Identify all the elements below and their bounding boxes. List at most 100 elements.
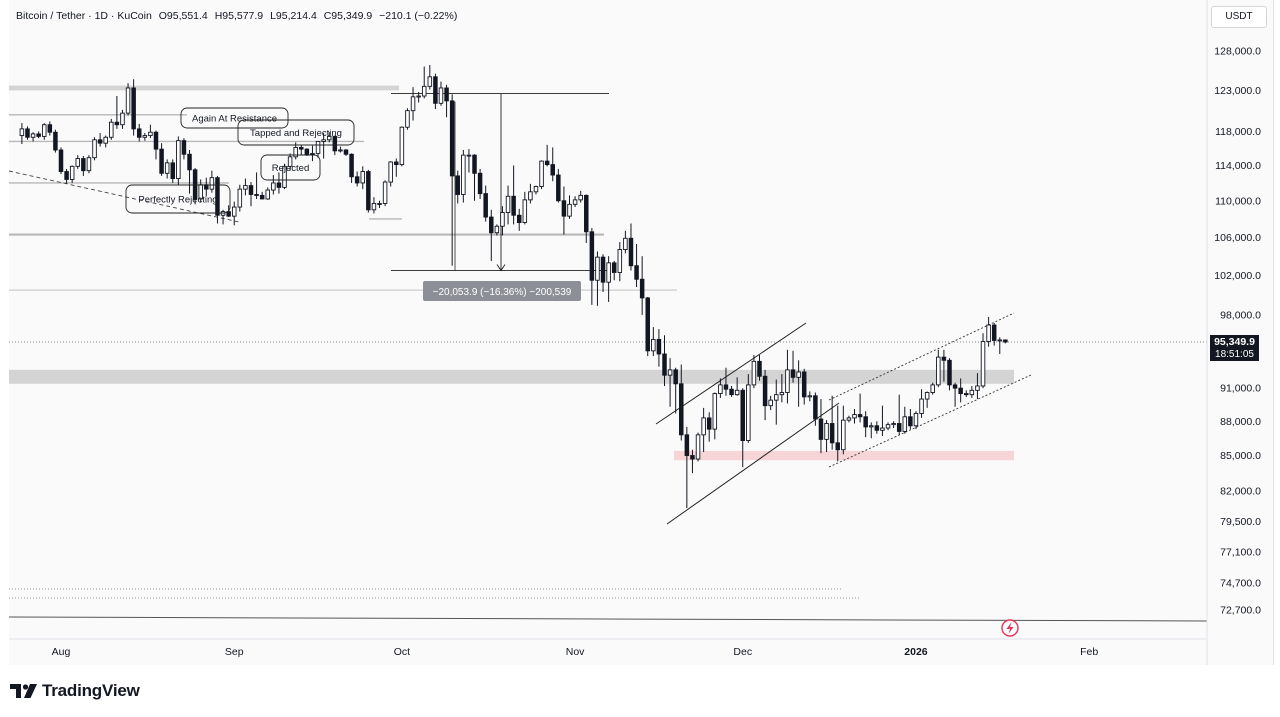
candle[interactable] [377,200,382,208]
candle[interactable] [30,132,36,142]
candle[interactable] [718,378,723,398]
candle[interactable] [41,123,47,140]
candle[interactable] [673,367,678,414]
candle[interactable] [176,136,181,185]
candle[interactable] [114,96,120,129]
candle[interactable] [667,358,673,407]
candle[interactable] [880,405,885,436]
candle[interactable] [975,373,980,400]
candle[interactable] [695,432,701,462]
candle[interactable] [97,133,103,147]
candle[interactable] [282,163,287,190]
candle[interactable] [595,251,600,306]
candle[interactable] [706,412,712,442]
candle[interactable] [947,358,952,391]
candle[interactable] [109,118,114,140]
candle[interactable] [192,168,198,205]
candle[interactable] [276,172,282,194]
candle[interactable] [779,374,785,403]
candle[interactable] [349,153,354,183]
candle[interactable] [131,79,136,136]
candle[interactable] [813,392,818,426]
candle[interactable] [371,197,377,214]
annotation-callout[interactable]: Rejected [260,154,321,181]
measure-label[interactable]: −20,053.9 (−16.36%) −200,539 [423,281,581,301]
candle[interactable] [936,349,941,388]
candle[interactable] [891,421,896,429]
candle[interactable] [757,355,762,381]
zone-gray[interactable] [9,85,399,91]
candle[interactable] [885,422,891,431]
candle[interactable] [75,155,81,169]
candle[interactable] [360,166,366,190]
candle[interactable] [623,230,628,254]
zone-pink[interactable] [674,450,1014,461]
candle[interactable] [639,256,645,315]
candle[interactable] [142,133,148,141]
candle[interactable] [516,208,522,231]
candle[interactable] [522,191,528,225]
candle[interactable] [924,391,930,408]
candle[interactable] [746,374,751,443]
candle[interactable] [801,368,807,405]
candle[interactable] [572,196,578,208]
candle[interactable] [841,405,846,455]
candle[interactable] [662,335,667,386]
candle[interactable] [790,350,796,383]
candle[interactable] [382,180,388,207]
candle[interactable] [589,228,595,305]
candle[interactable] [58,147,64,175]
candle[interactable] [896,394,902,435]
candle[interactable] [634,243,639,288]
candle[interactable] [578,190,583,203]
candle[interactable] [187,149,192,194]
candle[interactable] [254,172,259,199]
candle[interactable] [723,367,729,396]
candle[interactable] [913,411,919,430]
candle[interactable] [740,388,745,468]
candle[interactable] [729,385,734,397]
candle[interactable] [125,83,131,116]
candle[interactable] [354,171,360,187]
candle[interactable] [919,389,924,418]
candle[interactable] [952,382,958,407]
candle[interactable] [159,143,164,176]
candle[interactable] [869,422,874,439]
candle[interactable] [986,316,991,347]
candle[interactable] [550,147,555,182]
candle[interactable] [969,385,975,398]
candle[interactable] [47,121,53,136]
candle[interactable] [762,369,768,421]
candle[interactable] [438,81,444,106]
candle[interactable] [991,323,997,346]
candle[interactable] [204,177,209,197]
candle[interactable] [651,327,656,357]
candle[interactable] [500,206,505,236]
candle[interactable] [120,109,125,129]
candle[interactable] [964,390,969,397]
candle[interactable] [315,141,321,158]
candle[interactable] [299,144,304,156]
candle[interactable] [326,132,332,143]
candle[interactable] [701,407,706,453]
candle[interactable] [712,392,718,440]
candle[interactable] [684,426,690,509]
channel-lower-line[interactable] [666,402,840,525]
channel-lower-dotted-line[interactable] [828,374,1032,468]
candle[interactable] [103,135,108,148]
candle[interactable] [768,395,773,411]
candle[interactable] [69,165,75,183]
annotation-callout[interactable]: Perfectly Rejecting [125,184,231,214]
candle[interactable] [433,73,438,110]
bottom-trend-line[interactable] [9,616,1208,622]
last-price-label[interactable]: 95,349.918:51:05 [1210,334,1259,361]
candle[interactable] [852,408,857,424]
candle[interactable] [567,195,572,219]
candle[interactable] [980,333,986,389]
candle[interactable] [86,155,92,174]
candle[interactable] [751,355,757,389]
candle[interactable] [271,175,276,195]
candle[interactable] [181,138,187,160]
candle[interactable] [505,185,511,225]
candle[interactable] [148,124,153,139]
